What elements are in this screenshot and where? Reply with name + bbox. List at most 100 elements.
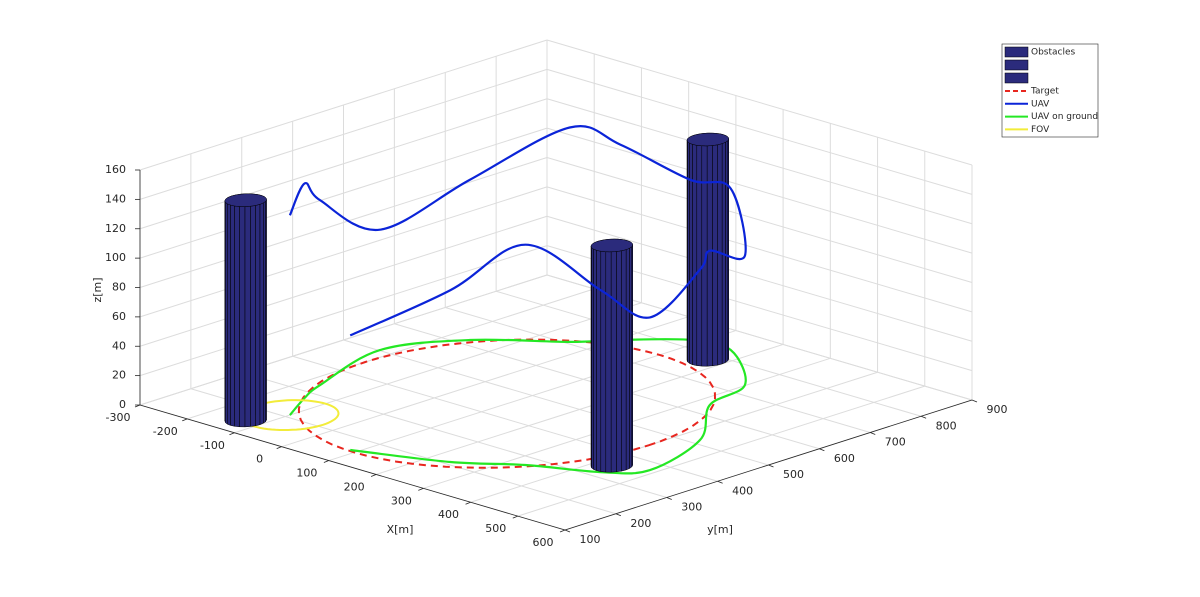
y-tick bbox=[971, 399, 978, 403]
obstacle-face bbox=[621, 249, 627, 472]
grid-line bbox=[139, 39, 548, 171]
obstacle-face bbox=[689, 142, 693, 366]
legend: Obstacles Target UAV UAV on ground FOV bbox=[1001, 43, 1099, 138]
obstacle-top bbox=[224, 193, 267, 207]
legend-label: Obstacles bbox=[1031, 48, 1076, 58]
obstacle-face bbox=[625, 247, 630, 471]
legend-patch bbox=[1004, 72, 1029, 84]
grid-line bbox=[445, 307, 871, 433]
obstacle-face bbox=[706, 145, 713, 367]
y-tick bbox=[819, 448, 825, 452]
obstacle-face bbox=[696, 145, 703, 367]
obstacle-face bbox=[255, 203, 261, 427]
x-tick-label: 100 bbox=[296, 467, 317, 480]
x-tick bbox=[276, 446, 282, 450]
obstacle-face bbox=[610, 251, 617, 473]
y-tick-label: 900 bbox=[987, 403, 1008, 416]
x-tick-label: 500 bbox=[485, 522, 506, 535]
z-axis-label: z[m] bbox=[91, 277, 104, 302]
obstacle-face bbox=[600, 250, 607, 473]
obstacle-top bbox=[590, 238, 633, 253]
x-tick-label: 200 bbox=[344, 480, 365, 493]
obstacle bbox=[590, 238, 633, 473]
obstacle-face bbox=[230, 204, 235, 427]
grid-line bbox=[343, 339, 769, 466]
obstacle bbox=[224, 193, 267, 428]
grid-line bbox=[139, 157, 548, 288]
z-tick-label: 100 bbox=[105, 251, 126, 264]
grid-line bbox=[546, 127, 973, 254]
uav-path bbox=[288, 125, 747, 337]
grid-line bbox=[546, 157, 973, 283]
z-tick-label: 120 bbox=[105, 222, 126, 235]
x-tick-label: 0 bbox=[256, 453, 263, 466]
z-tick-label: 60 bbox=[112, 310, 126, 323]
obstacle-face bbox=[250, 205, 256, 427]
legend-label: Target bbox=[1030, 87, 1059, 97]
x-tick bbox=[512, 515, 518, 519]
grid-line bbox=[139, 245, 548, 377]
grid-line bbox=[139, 186, 548, 318]
grid-line bbox=[241, 372, 667, 498]
y-tick bbox=[920, 415, 927, 419]
obstacle-face bbox=[591, 247, 594, 470]
obstacle-top bbox=[686, 132, 729, 147]
z-tick-label: 20 bbox=[112, 369, 126, 382]
obstacle-face bbox=[596, 249, 602, 472]
obstacle-face bbox=[605, 251, 612, 473]
y-tick-label: 200 bbox=[630, 517, 651, 530]
z-tick-label: 0 bbox=[119, 398, 126, 411]
legend-patch bbox=[1004, 46, 1029, 58]
grid-line bbox=[546, 186, 973, 313]
grid-line bbox=[546, 68, 973, 195]
x-axis bbox=[139, 404, 566, 531]
x-tick bbox=[182, 418, 188, 422]
obstacle-face bbox=[244, 205, 251, 428]
y-axis-label: y[m] bbox=[707, 523, 733, 536]
y-tick-label: 100 bbox=[580, 533, 601, 546]
obstacle-face bbox=[712, 144, 718, 367]
obstacle-face bbox=[593, 248, 597, 471]
y-tick-label: 300 bbox=[681, 501, 702, 514]
x-tick-label: -200 bbox=[153, 425, 178, 438]
z-tick-label: 40 bbox=[112, 339, 126, 352]
z-tick-label: 160 bbox=[105, 163, 126, 176]
x-tick bbox=[229, 432, 235, 436]
grid-line bbox=[546, 215, 973, 342]
obstacle-face bbox=[239, 206, 246, 428]
obstacle-face bbox=[263, 200, 266, 424]
z-tick-label: 80 bbox=[112, 281, 126, 294]
y-tick bbox=[717, 480, 723, 484]
grid-line bbox=[292, 355, 718, 482]
grid-line bbox=[139, 127, 548, 259]
grid-line bbox=[139, 215, 548, 347]
obstacle-face bbox=[692, 143, 698, 366]
y-tick bbox=[870, 432, 876, 435]
obstacle-face bbox=[687, 141, 690, 364]
legend-label: UAV on ground bbox=[1031, 112, 1098, 122]
y-tick-label: 600 bbox=[834, 452, 855, 465]
grid-line bbox=[139, 98, 548, 230]
obstacle-face bbox=[234, 205, 240, 428]
x-tick bbox=[418, 487, 424, 491]
obstacle-face bbox=[227, 203, 231, 426]
y-tick bbox=[768, 464, 774, 468]
ground-path bbox=[289, 338, 747, 475]
x-tick bbox=[559, 529, 566, 533]
x-tick bbox=[465, 501, 471, 505]
x-tick-label: 400 bbox=[438, 508, 459, 521]
legend-patch bbox=[1004, 59, 1029, 71]
grid-line bbox=[546, 98, 973, 225]
x-tick-label: 300 bbox=[391, 494, 412, 507]
legend-label: UAV bbox=[1031, 99, 1050, 109]
grid-line bbox=[139, 274, 548, 406]
x-tick-label: -100 bbox=[200, 439, 225, 452]
y-tick-label: 700 bbox=[885, 436, 906, 449]
y-tick-label: 500 bbox=[783, 468, 804, 481]
x-tick-label: -300 bbox=[106, 411, 131, 424]
circle-path bbox=[297, 338, 717, 469]
y-tick-label: 800 bbox=[936, 419, 957, 432]
y-tick bbox=[666, 497, 672, 500]
